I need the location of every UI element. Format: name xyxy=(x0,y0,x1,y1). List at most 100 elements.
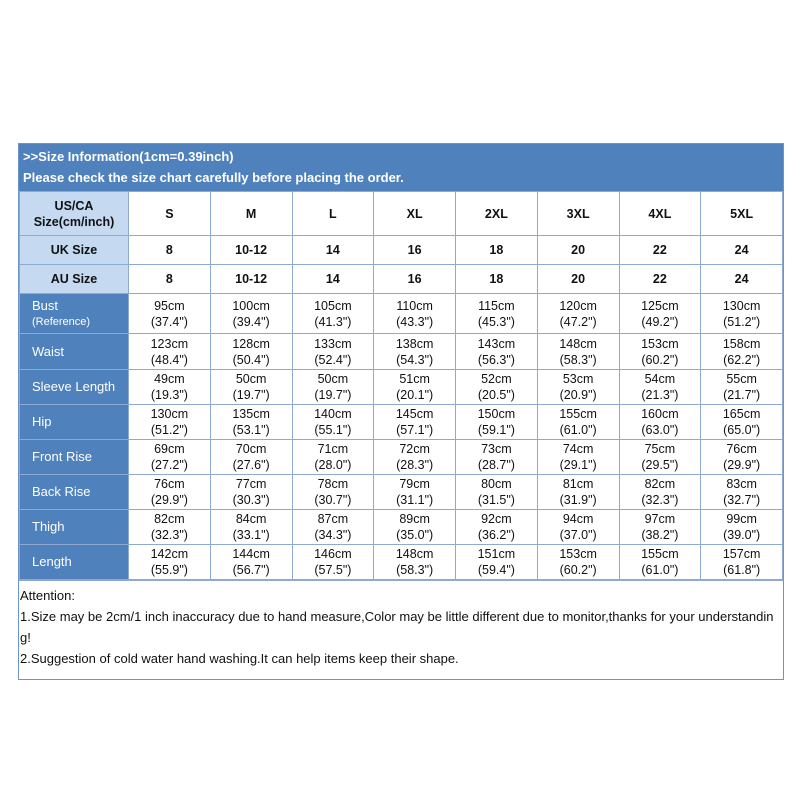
inch-value: (19.3") xyxy=(150,388,188,402)
inch-value: (43.3") xyxy=(396,314,434,329)
inch-value: (55.9") xyxy=(150,563,188,577)
inch-value: (39.4") xyxy=(232,314,270,329)
cm-value: 146cm xyxy=(314,547,352,561)
size-cell: M xyxy=(209,191,293,236)
size-row-label: UK Size xyxy=(19,235,129,265)
inch-value: (21.3") xyxy=(641,388,679,402)
inch-value: (51.2") xyxy=(723,314,761,329)
measurement-name: Front Rise xyxy=(32,449,92,464)
inch-value: (28.3") xyxy=(396,458,434,472)
cm-value: 160cm xyxy=(641,407,679,421)
measurement-row: Front Rise 69cm (27.2") 70cm (27.6") 71cm (28.… xyxy=(19,439,783,475)
cm-value: 50cm xyxy=(317,372,349,386)
inch-value: (61.0") xyxy=(641,563,679,577)
size-cell: S xyxy=(128,191,211,236)
measurement-name: Length xyxy=(32,554,72,569)
measurement-cell: 115cm (45.3") xyxy=(455,293,538,334)
inch-value: (57.5") xyxy=(314,563,352,577)
note-line: 1.Size may be 2cm/1 inch inaccuracy due … xyxy=(20,609,774,645)
measurement-cell: 123cm (48.4") xyxy=(128,333,211,370)
measurement-row: Hip 130cm (51.2") 135cm (53.1") 140cm (55.1") 1… xyxy=(19,404,783,440)
measurement-cell: 82cm (32.3") xyxy=(618,474,702,510)
cm-value: 70cm xyxy=(235,442,267,456)
cm-value: 83cm xyxy=(726,477,757,491)
cm-value: 153cm xyxy=(641,336,679,351)
measurement-cell: 92cm (36.2") xyxy=(455,509,538,545)
size-cell: 24 xyxy=(700,235,783,265)
measurement-label: Bust (Reference) xyxy=(19,293,129,334)
cm-value: 53cm xyxy=(562,372,594,386)
measurement-cell: 94cm (37.0") xyxy=(536,509,620,545)
size-cell: 10-12 xyxy=(209,235,293,265)
cm-value: 49cm xyxy=(154,372,185,386)
inch-value: (29.1") xyxy=(559,458,597,472)
inch-value: (51.2") xyxy=(150,423,188,437)
size-cell: L xyxy=(291,191,375,236)
measurement-cell: 110cm (43.3") xyxy=(373,293,456,334)
note-line: Attention: xyxy=(20,588,75,603)
cm-value: 76cm xyxy=(726,442,757,456)
measurement-row: Sleeve Length 49cm (19.3") 50cm (19.7") 50cm (… xyxy=(19,369,783,405)
measurement-cell: 155cm (61.0") xyxy=(536,404,620,440)
inch-value: (20.1") xyxy=(396,388,434,402)
inch-value: (32.3") xyxy=(150,528,188,542)
inch-value: (27.2") xyxy=(150,458,188,472)
inch-value: (54.3") xyxy=(396,352,434,367)
cm-value: 75cm xyxy=(644,442,676,456)
size-cell: 4XL xyxy=(618,191,702,236)
measurement-cell: 87cm (34.3") xyxy=(291,509,375,545)
cm-value: 125cm xyxy=(641,298,679,313)
inch-value: (61.8") xyxy=(723,563,761,577)
measurement-cell: 69cm (27.2") xyxy=(128,439,211,475)
size-row-label-line: US/CA xyxy=(54,198,94,213)
cm-value: 151cm xyxy=(477,547,516,561)
inch-value: (19.7") xyxy=(314,388,352,402)
measurement-row: Thigh 82cm (32.3") 84cm (33.1") 87cm (34.3") 89… xyxy=(19,509,783,545)
size-cell: 8 xyxy=(128,235,211,265)
inch-value: (61.0") xyxy=(559,423,597,437)
banner-line-2: Please check the size chart carefully be… xyxy=(23,170,404,185)
inch-value: (32.3") xyxy=(641,493,679,507)
cm-value: 92cm xyxy=(481,512,512,526)
measurement-cell: 144cm (56.7") xyxy=(209,544,293,580)
cm-value: 130cm xyxy=(722,298,761,313)
inch-value: (47.2") xyxy=(559,314,597,329)
cm-value: 77cm xyxy=(235,477,267,491)
measurement-cell: 158cm (62.2") xyxy=(700,333,783,370)
measurement-note: (Reference) xyxy=(32,315,91,328)
measurement-row: Length 142cm (55.9") 144cm (56.7") 146cm (57.5… xyxy=(19,544,783,580)
measurement-cell: 155cm (61.0") xyxy=(618,544,702,580)
size-cell: 16 xyxy=(373,264,456,294)
size-cell: 18 xyxy=(455,264,538,294)
inch-value: (31.5") xyxy=(477,493,515,507)
measurement-cell: 72cm (28.3") xyxy=(373,439,456,475)
size-cell: 22 xyxy=(618,264,702,294)
cm-value: 138cm xyxy=(395,336,434,351)
cm-value: 155cm xyxy=(559,407,597,421)
cm-value: 76cm xyxy=(154,477,185,491)
size-row-label-line: UK Size xyxy=(50,243,98,257)
cm-value: 55cm xyxy=(726,372,757,386)
size-info-banner: >>Size Information(1cm=0.39inch) Please … xyxy=(19,144,783,191)
size-row-label: US/CA Size(cm/inch) xyxy=(19,191,129,236)
measurement-cell: 160cm (63.0") xyxy=(618,404,702,440)
measurement-cell: 84cm (33.1") xyxy=(209,509,293,545)
measurement-cell: 55cm (21.7") xyxy=(700,369,783,405)
inch-value: (29.9") xyxy=(150,493,188,507)
cm-value: 79cm xyxy=(399,477,430,491)
measurement-cell: 82cm (32.3") xyxy=(128,509,211,545)
measurement-cell: 76cm (29.9") xyxy=(128,474,211,510)
cm-value: 142cm xyxy=(150,547,189,561)
measurement-cell: 79cm (31.1") xyxy=(373,474,456,510)
inch-value: (20.9") xyxy=(559,388,597,402)
inch-value: (63.0") xyxy=(641,423,679,437)
inch-value: (28.7") xyxy=(477,458,515,472)
measurement-cell: 153cm (60.2") xyxy=(536,544,620,580)
size-row: AU Size 8 10-12 14 16 18 20 22 24 xyxy=(19,264,783,294)
inch-value: (52.4") xyxy=(314,352,352,367)
measurement-cell: 77cm (30.3") xyxy=(209,474,293,510)
size-cell: 8 xyxy=(128,264,211,294)
size-cell: 16 xyxy=(373,235,456,265)
size-cell: 20 xyxy=(536,264,620,294)
measurement-cell: 54cm (21.3") xyxy=(618,369,702,405)
